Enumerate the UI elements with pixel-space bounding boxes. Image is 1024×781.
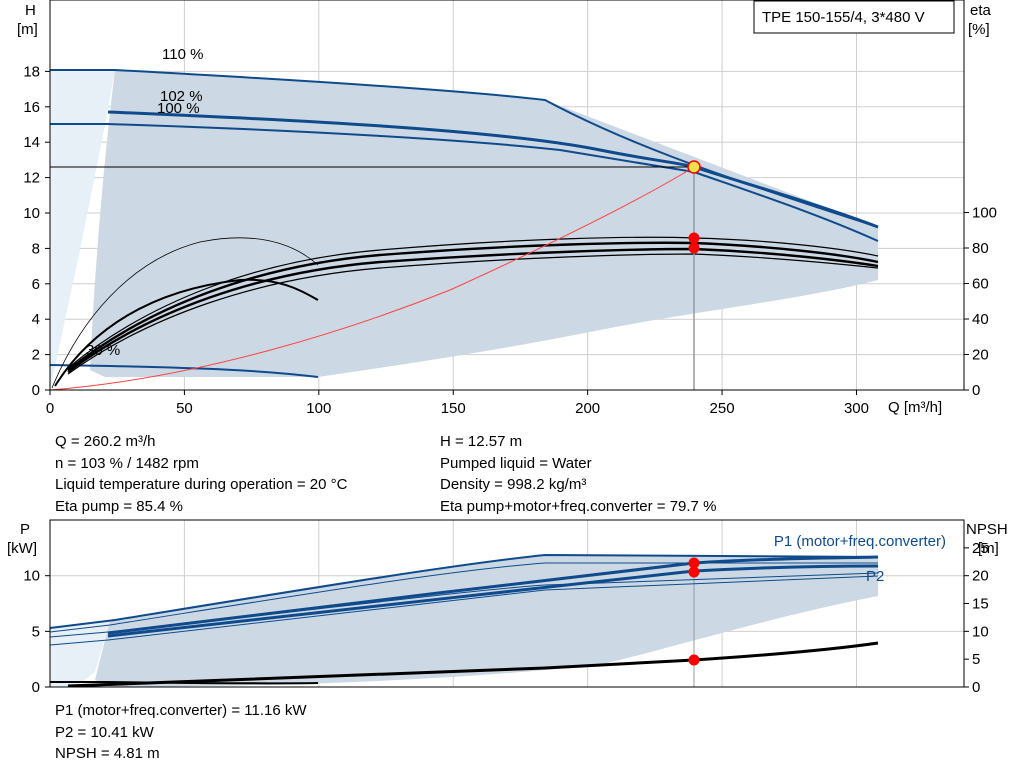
chart-title: TPE 150-155/4, 3*480 V [762,9,925,26]
npsh-tick-label: 0 [972,679,980,696]
h-operating-area [90,70,878,377]
info-eta-pump: Eta pump = 85.4 % [55,497,183,515]
info-density: Density = 998.2 kg/m³ [440,476,587,493]
legend-p1: P1 (motor+freq.converter) [774,533,946,550]
curve-100 [50,123,879,242]
y2-tick-label: 60 [972,276,989,293]
x-tick-label: 50 [176,400,193,417]
info-liquid-temp: Liquid temperature during operation = 20… [55,476,348,493]
duty-point-p2 [688,566,700,578]
npsh-tick-label: 15 [972,596,989,613]
info-flow: Q = 260.2 m³/h [55,433,156,450]
top-plot-frame [49,0,965,391]
x-tick-label: 0 [46,400,54,417]
y-tick-label: 2 [32,347,40,364]
y-tick-label: 16 [23,99,40,116]
info-head: H = 12.57 m [440,433,523,450]
npsh-tick-label: 20 [972,568,989,585]
npsh-curve [67,641,879,688]
y-tick-label: 14 [23,134,40,151]
power-info: P1 (motor+freq.converter) = 11.16 kW P2 … [55,700,307,765]
bottom-plot-frame [49,519,965,688]
curve-102 [107,110,879,229]
duty-point-h [687,160,701,174]
duty-info-left: Q = 260.2 m³/h n = 103 % / 1482 rpm Liqu… [55,431,347,517]
y-axis-unit: [m] [17,21,38,38]
duty-point-p1 [688,557,700,569]
info-p1: P1 (motor+freq.converter) = 11.16 kW [55,702,307,719]
eta-curve-loop [54,278,319,387]
system-curve [49,166,695,391]
h-operating-area-light [50,70,115,390]
y2-tick-label: 80 [972,240,989,257]
eta-curve-thin-loop [51,237,319,389]
p-operating-area-light [50,620,110,687]
curve-label-102: 102 % [160,88,203,105]
curve-30 [49,364,319,378]
p-curves [49,553,879,646]
duty-point-npsh [688,654,700,666]
y-tick-label: 6 [32,276,40,293]
npsh-tick-label: 10 [972,623,989,640]
y-tick-label: 12 [23,170,40,187]
y2-tick-label: 100 [972,205,997,222]
y-tick-label: 0 [32,382,40,399]
curve-label-100: 100 % [157,100,200,117]
x-tick-label: 250 [710,400,735,417]
y2-tick-label: 40 [972,311,989,328]
duty-point-eta-total [688,242,700,254]
y2-tick-label: 0 [972,382,980,399]
y2-tick-label: 20 [972,347,989,364]
p-axis-unit: [kW] [7,540,37,557]
x-tick-label: 200 [575,400,600,417]
npsh-axis-unit: [m] [978,540,999,557]
tick-labels: 0 50 100 150 200 250 3000246810121416180204060… [23,63,997,696]
x-tick-label: 300 [844,400,869,417]
info-speed: n = 103 % / 1482 rpm [55,454,199,472]
y2-axis-unit: [%] [968,21,990,38]
duty-point-eta-pump [688,232,700,244]
y-axis-label: H [25,2,36,19]
x-tick-label: 150 [441,400,466,417]
npsh-tick-label: 5 [972,651,980,668]
info-pumped-liquid: Pumped liquid = Water [440,454,592,472]
npsh-axis-label: NPSH [966,521,1008,538]
p-tick-label: 0 [32,679,40,696]
chart-title-box [753,0,955,34]
info-p2: P2 = 10.41 kW [55,723,154,741]
p-operating-area [95,555,878,687]
p-tick-label: 10 [23,568,40,585]
y2-axis-label: eta [970,2,992,19]
y-tick-label: 4 [32,311,40,328]
x-axis-label: Q [m³/h] [888,399,942,416]
curve-label-110: 110 % [162,46,203,63]
p-axis-label: P [20,521,30,538]
info-npsh: NPSH = 4.81 m [55,745,160,762]
curve-label-30: 30 % [86,342,120,359]
x-tick-label: 100 [306,400,331,417]
legend-p2: P2 [866,568,884,585]
y-tick-label: 8 [32,240,40,257]
duty-info-right: H = 12.57 m Pumped liquid = Water Densit… [440,431,716,517]
y-tick-label: 10 [23,205,40,222]
info-eta-total: Eta pump+motor+freq.converter = 79.7 % [440,497,717,515]
p-tick-label: 5 [32,623,40,640]
npsh-curve-low [50,681,319,685]
npsh-tick-label: 25 [972,540,989,557]
eta-curve-bundle [67,236,879,375]
y-tick-label: 18 [23,63,40,80]
